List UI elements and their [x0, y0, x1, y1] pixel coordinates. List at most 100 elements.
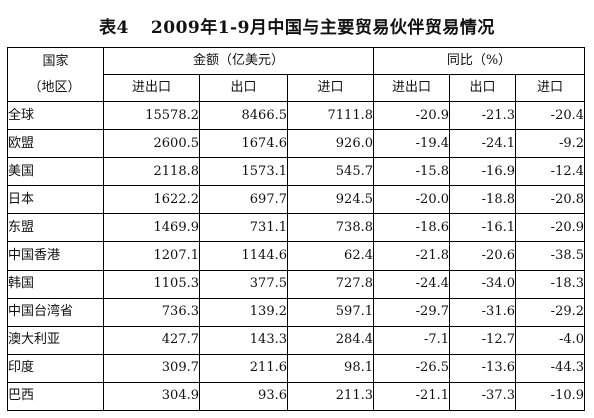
cell-amount-total: 1469.9	[103, 213, 200, 243]
cell-yoy-export: -12.7	[449, 325, 516, 355]
header-region-label: 国家	[42, 53, 69, 69]
cell-yoy-total: -21.1	[373, 381, 450, 412]
cell-amount-export: 377.5	[199, 269, 288, 299]
cell-yoy-total: -7.1	[373, 325, 450, 355]
cell-yoy-export: -20.6	[449, 241, 516, 271]
row-region-name: 印度	[7, 353, 104, 383]
cell-yoy-import: -20.4	[514, 101, 586, 131]
row-region-name: 东盟	[7, 213, 104, 243]
cell-yoy-import: -4.0	[514, 325, 586, 355]
cell-amount-import: 727.8	[287, 269, 374, 299]
cell-yoy-export: -16.9	[449, 157, 516, 187]
trade-table: 国家 （地区） 金额（亿美元） 同比（%） 进出口 出口 进口 进出口 出口 进…	[7, 46, 586, 412]
cell-yoy-export: -34.0	[449, 269, 516, 299]
row-region-name: 中国台湾省	[7, 297, 104, 327]
header-yoy-import: 进口	[514, 74, 586, 103]
table-row: 中国香港 1207.1 1144.6 62.4 -21.8 -20.6 -38.5	[7, 241, 586, 271]
table-row: 日本 1622.2 697.7 924.5 -20.0 -18.8 -20.8	[7, 185, 586, 215]
row-region-name: 中国香港	[7, 241, 104, 271]
cell-yoy-total: -15.8	[373, 157, 450, 187]
cell-amount-export: 93.6	[199, 381, 288, 412]
cell-yoy-export: -21.3	[449, 101, 516, 131]
header-row-1: 国家 （地区） 金额（亿美元） 同比（%）	[7, 46, 586, 103]
cell-amount-import: 284.4	[287, 325, 374, 355]
cell-amount-total: 736.3	[103, 297, 200, 327]
cell-amount-total: 427.7	[103, 325, 200, 355]
cell-yoy-total: -26.5	[373, 353, 450, 383]
cell-amount-total: 1207.1	[103, 241, 200, 271]
cell-amount-total: 304.9	[103, 381, 200, 412]
cell-amount-total: 2118.8	[103, 157, 200, 187]
cell-amount-import: 7111.8	[287, 101, 374, 131]
cell-amount-import: 98.1	[287, 353, 374, 383]
cell-amount-export: 731.1	[199, 213, 288, 243]
table-row: 美国 2118.8 1573.1 545.7 -15.8 -16.9 -12.4	[7, 157, 586, 187]
table-row: 中国台湾省 736.3 139.2 597.1 -29.7 -31.6 -29.2	[7, 297, 586, 327]
header-amount-import: 进口	[287, 74, 374, 103]
table-row: 印度 309.7 211.6 98.1 -26.5 -13.6 -44.3	[7, 353, 586, 383]
cell-yoy-import: -12.4	[514, 157, 586, 187]
cell-amount-import: 924.5	[287, 185, 374, 215]
table-row: 韩国 1105.3 377.5 727.8 -24.4 -34.0 -18.3	[7, 269, 586, 299]
cell-yoy-export: -37.3	[449, 381, 516, 412]
row-region-name: 全球	[7, 101, 104, 131]
cell-amount-import: 211.3	[287, 381, 374, 412]
cell-yoy-total: -21.8	[373, 241, 450, 271]
cell-amount-export: 1573.1	[199, 157, 288, 187]
header-amount: 金额（亿美元）	[103, 46, 374, 76]
cell-yoy-total: -20.0	[373, 185, 450, 215]
table-row: 东盟 1469.9 731.1 738.8 -18.6 -16.1 -20.9	[7, 213, 586, 243]
cell-yoy-import: -18.3	[514, 269, 586, 299]
cell-amount-export: 1674.6	[199, 129, 288, 159]
header-yoy-total: 进出口	[373, 74, 450, 103]
cell-yoy-import: -38.5	[514, 241, 586, 271]
row-region-name: 日本	[7, 185, 104, 215]
table-row: 全球 15578.2 8466.5 7111.8 -20.9 -21.3 -20.4	[7, 101, 586, 131]
table-row: 欧盟 2600.5 1674.6 926.0 -19.4 -24.1 -9.2	[7, 129, 586, 159]
cell-yoy-export: -24.1	[449, 129, 516, 159]
table-caption: 2009年1-9月中国与主要贸易伙伴贸易情况	[150, 18, 495, 38]
cell-yoy-total: -19.4	[373, 129, 450, 159]
cell-yoy-total: -24.4	[373, 269, 450, 299]
cell-amount-total: 1105.3	[103, 269, 200, 299]
cell-yoy-import: -20.8	[514, 185, 586, 215]
header-yoy: 同比（%）	[372, 46, 586, 76]
header-amount-total: 进出口	[103, 74, 200, 103]
cell-yoy-total: -20.9	[373, 101, 450, 131]
header-row-2: 进出口 出口 进口 进出口 出口 进口	[8, 74, 586, 103]
table-number: 表4	[99, 18, 129, 38]
cell-amount-export: 211.6	[199, 353, 288, 383]
cell-yoy-import: -20.9	[514, 213, 586, 243]
cell-yoy-import: -44.3	[514, 353, 586, 383]
header-amount-export: 出口	[199, 74, 288, 103]
cell-amount-total: 309.7	[103, 353, 200, 383]
cell-yoy-export: -16.1	[449, 213, 516, 243]
cell-amount-export: 143.3	[199, 325, 288, 355]
table-row: 澳大利亚 427.7 143.3 284.4 -7.1 -12.7 -4.0	[7, 325, 586, 355]
cell-yoy-total: -29.7	[373, 297, 450, 327]
cell-yoy-import: -9.2	[514, 129, 586, 159]
row-region-name: 欧盟	[7, 129, 104, 159]
cell-amount-import: 597.1	[287, 297, 374, 327]
cell-amount-export: 8466.5	[199, 101, 288, 131]
cell-yoy-total: -18.6	[373, 213, 450, 243]
cell-yoy-import: -29.2	[514, 297, 586, 327]
cell-amount-total: 2600.5	[103, 129, 200, 159]
cell-yoy-export: -13.6	[449, 353, 516, 383]
cell-amount-export: 697.7	[199, 185, 288, 215]
cell-yoy-import: -10.9	[514, 381, 586, 412]
cell-amount-import: 62.4	[287, 241, 374, 271]
cell-amount-export: 1144.6	[199, 241, 288, 271]
table-title: 表4 2009年1-9月中国与主要贸易伙伴贸易情况	[0, 16, 594, 40]
row-region-name: 美国	[7, 157, 104, 187]
cell-yoy-export: -31.6	[449, 297, 516, 327]
cell-amount-import: 545.7	[287, 157, 374, 187]
header-yoy-export: 出口	[449, 74, 516, 103]
header-region: 国家 （地区）	[7, 46, 104, 103]
cell-amount-export: 139.2	[199, 297, 288, 327]
row-region-name: 巴西	[7, 381, 104, 412]
cell-amount-total: 1622.2	[103, 185, 200, 215]
header-region-sublabel: （地区）	[28, 79, 81, 95]
cell-amount-total: 15578.2	[103, 101, 200, 131]
row-region-name: 澳大利亚	[7, 325, 104, 355]
